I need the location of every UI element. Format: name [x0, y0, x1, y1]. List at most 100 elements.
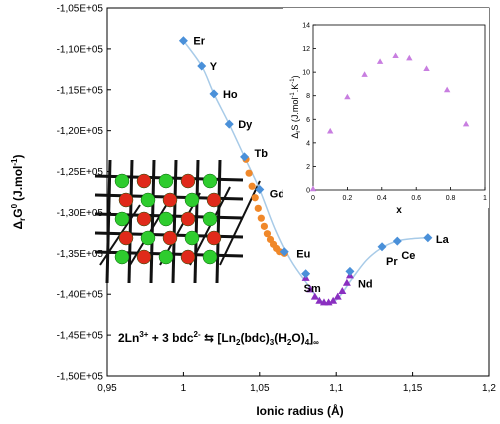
main-y-tick-label: -1,20E+05	[57, 126, 104, 137]
element-label-nd: Nd	[358, 278, 373, 290]
lattice-red-sphere	[118, 192, 134, 208]
element-label-ho: Ho	[223, 89, 238, 101]
eq-reactant-sup: 3+	[139, 330, 148, 339]
main-y-tick-label: -1,15E+05	[57, 85, 104, 96]
data-point-circle	[254, 204, 262, 212]
data-point-triangle	[342, 278, 351, 286]
main-ylabel-units-end: )	[11, 154, 25, 158]
main-x-tick-label: 1,1	[329, 383, 343, 394]
main-y-tick-label: -1,30E+05	[57, 208, 104, 219]
lattice-green-sphere	[158, 211, 174, 227]
main-ylabel-sub: r	[18, 218, 27, 221]
eq-product-mid: (bdc)	[240, 331, 269, 345]
main-data-points: Er Y Ho Dy Tb Gd Eu Sm Nd Pr Ce La	[178, 36, 450, 306]
inset-data-point	[327, 127, 334, 134]
inset-data-point	[406, 54, 413, 61]
lattice-red-sphere	[206, 192, 222, 208]
lattice-green-sphere	[140, 192, 156, 208]
main-ylabel-delta: Δ	[11, 221, 25, 230]
inset-x-axis-title: x	[396, 205, 402, 216]
main-y-axis-title: ΔrG0 (J.mol-1)	[10, 154, 27, 229]
inset-data-point	[376, 58, 384, 64]
element-label-la: La	[436, 234, 450, 246]
lattice-rod	[105, 159, 112, 284]
lattice-red-sphere	[162, 192, 178, 208]
main-x-tick-label: 1,15	[403, 383, 423, 394]
lattice-green-sphere	[202, 211, 218, 227]
element-label-dy: Dy	[238, 119, 253, 131]
main-x-tick-label: 1,05	[250, 383, 270, 394]
main-y-tick-label: -1,10E+05	[57, 44, 104, 55]
eq-product-sub4: 4	[305, 338, 310, 347]
reaction-equation: 2Ln3+ + 3 bdc2- ⇆ [Ln2(bdc)3(H2O)4]∞	[118, 330, 319, 347]
inset-data-point	[443, 86, 451, 93]
data-point-dy	[224, 119, 234, 129]
data-point-y	[197, 61, 207, 71]
inset-ylabel-sup2: -1	[290, 78, 296, 84]
element-label-eu: Eu	[296, 249, 310, 261]
inset-data-point	[392, 52, 399, 59]
main-chart: -1,05E+05 -1,10E+05 -1,15E+05 -1,20E+05 -1,2…	[10, 4, 496, 419]
inset-x-tick-label: 1	[483, 195, 487, 202]
eq-product-sub2: 3	[270, 338, 275, 347]
data-point-circle	[245, 169, 253, 177]
eq-product-sub5: ∞	[313, 338, 319, 347]
main-y-tick-label: -1,05E+05	[57, 4, 104, 15]
element-label-sm: Sm	[304, 283, 321, 295]
lattice-red-sphere	[118, 230, 134, 246]
data-point-triangle	[306, 285, 315, 293]
inset-data-point	[309, 185, 317, 192]
inset-x-tick-label: 0.2	[343, 195, 353, 202]
main-x-tick-label: 1,2	[482, 383, 496, 394]
eq-product-sub3: 2	[287, 338, 292, 347]
lattice-rod	[127, 159, 134, 284]
main-y-tick-label: -1,35E+05	[57, 249, 104, 260]
inset-plot-frame	[312, 24, 486, 191]
main-ylabel-units-sup: -1	[10, 158, 19, 166]
inset-y-axis: 0 2 4 6 8 10 12 14	[302, 23, 316, 195]
data-point-gd	[255, 185, 265, 195]
data-point-ho	[209, 89, 219, 99]
inset-ylabel-sub: r	[296, 131, 302, 133]
inset-ylabel-rest: S (J.mol	[290, 98, 300, 131]
lattice-red-sphere	[180, 173, 196, 189]
data-point-pr	[377, 242, 387, 252]
main-fit-curve	[182, 40, 428, 304]
inset-y-tick-label: 14	[302, 23, 310, 30]
data-point-la	[423, 233, 433, 243]
inset-y-tick-label: 10	[302, 70, 310, 77]
data-point-circle	[248, 182, 256, 190]
lattice-green-sphere	[184, 192, 200, 208]
main-ylabel-g: G	[11, 208, 25, 217]
element-label-er: Er	[193, 36, 205, 48]
lattice-rod	[149, 159, 156, 284]
inset-data-point	[344, 93, 351, 100]
data-point-circle	[251, 194, 259, 202]
lattice-red-sphere	[162, 230, 178, 246]
main-x-axis: 0,95 1 1,05 1,1 1,15 1,2	[97, 372, 496, 394]
main-ylabel-sup: 0	[10, 203, 19, 208]
inset-y-axis-title: ΔrS (J.mol-1.K-1)	[290, 75, 302, 138]
inset-data-point	[462, 120, 470, 127]
main-x-tick-label: 0,95	[97, 383, 117, 394]
main-x-tick-label: 1	[181, 383, 187, 394]
inset-x-tick-label: 0.8	[446, 195, 456, 202]
main-y-axis: -1,05E+05 -1,10E+05 -1,15E+05 -1,20E+05 -1,2…	[57, 4, 111, 383]
inset-y-tick-label: 2	[306, 164, 310, 171]
inset-x-tick-label: 0	[311, 195, 315, 202]
eq-product: [Ln	[217, 331, 236, 345]
element-label-y: Y	[210, 61, 218, 73]
crystal-lattice-icon	[94, 159, 261, 284]
lattice-green-sphere	[140, 230, 156, 246]
inset-y-tick-label: 4	[306, 140, 310, 147]
fit-curve-line	[182, 40, 428, 304]
lattice-green-sphere	[114, 249, 130, 265]
main-y-tick-label: -1,50E+05	[57, 372, 104, 383]
lattice-green-sphere	[158, 249, 174, 265]
data-point-circle	[260, 222, 268, 230]
inset-data-points	[309, 52, 470, 192]
eq-plus-sup: 2-	[194, 330, 201, 339]
eq-product-end: O)	[291, 331, 304, 345]
inset-x-tick-label: 0.4	[377, 195, 387, 202]
lattice-red-sphere	[180, 211, 196, 227]
